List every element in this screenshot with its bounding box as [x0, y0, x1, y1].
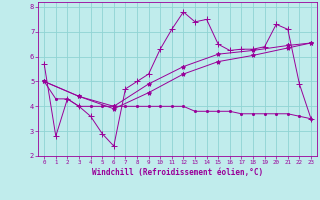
- X-axis label: Windchill (Refroidissement éolien,°C): Windchill (Refroidissement éolien,°C): [92, 168, 263, 177]
